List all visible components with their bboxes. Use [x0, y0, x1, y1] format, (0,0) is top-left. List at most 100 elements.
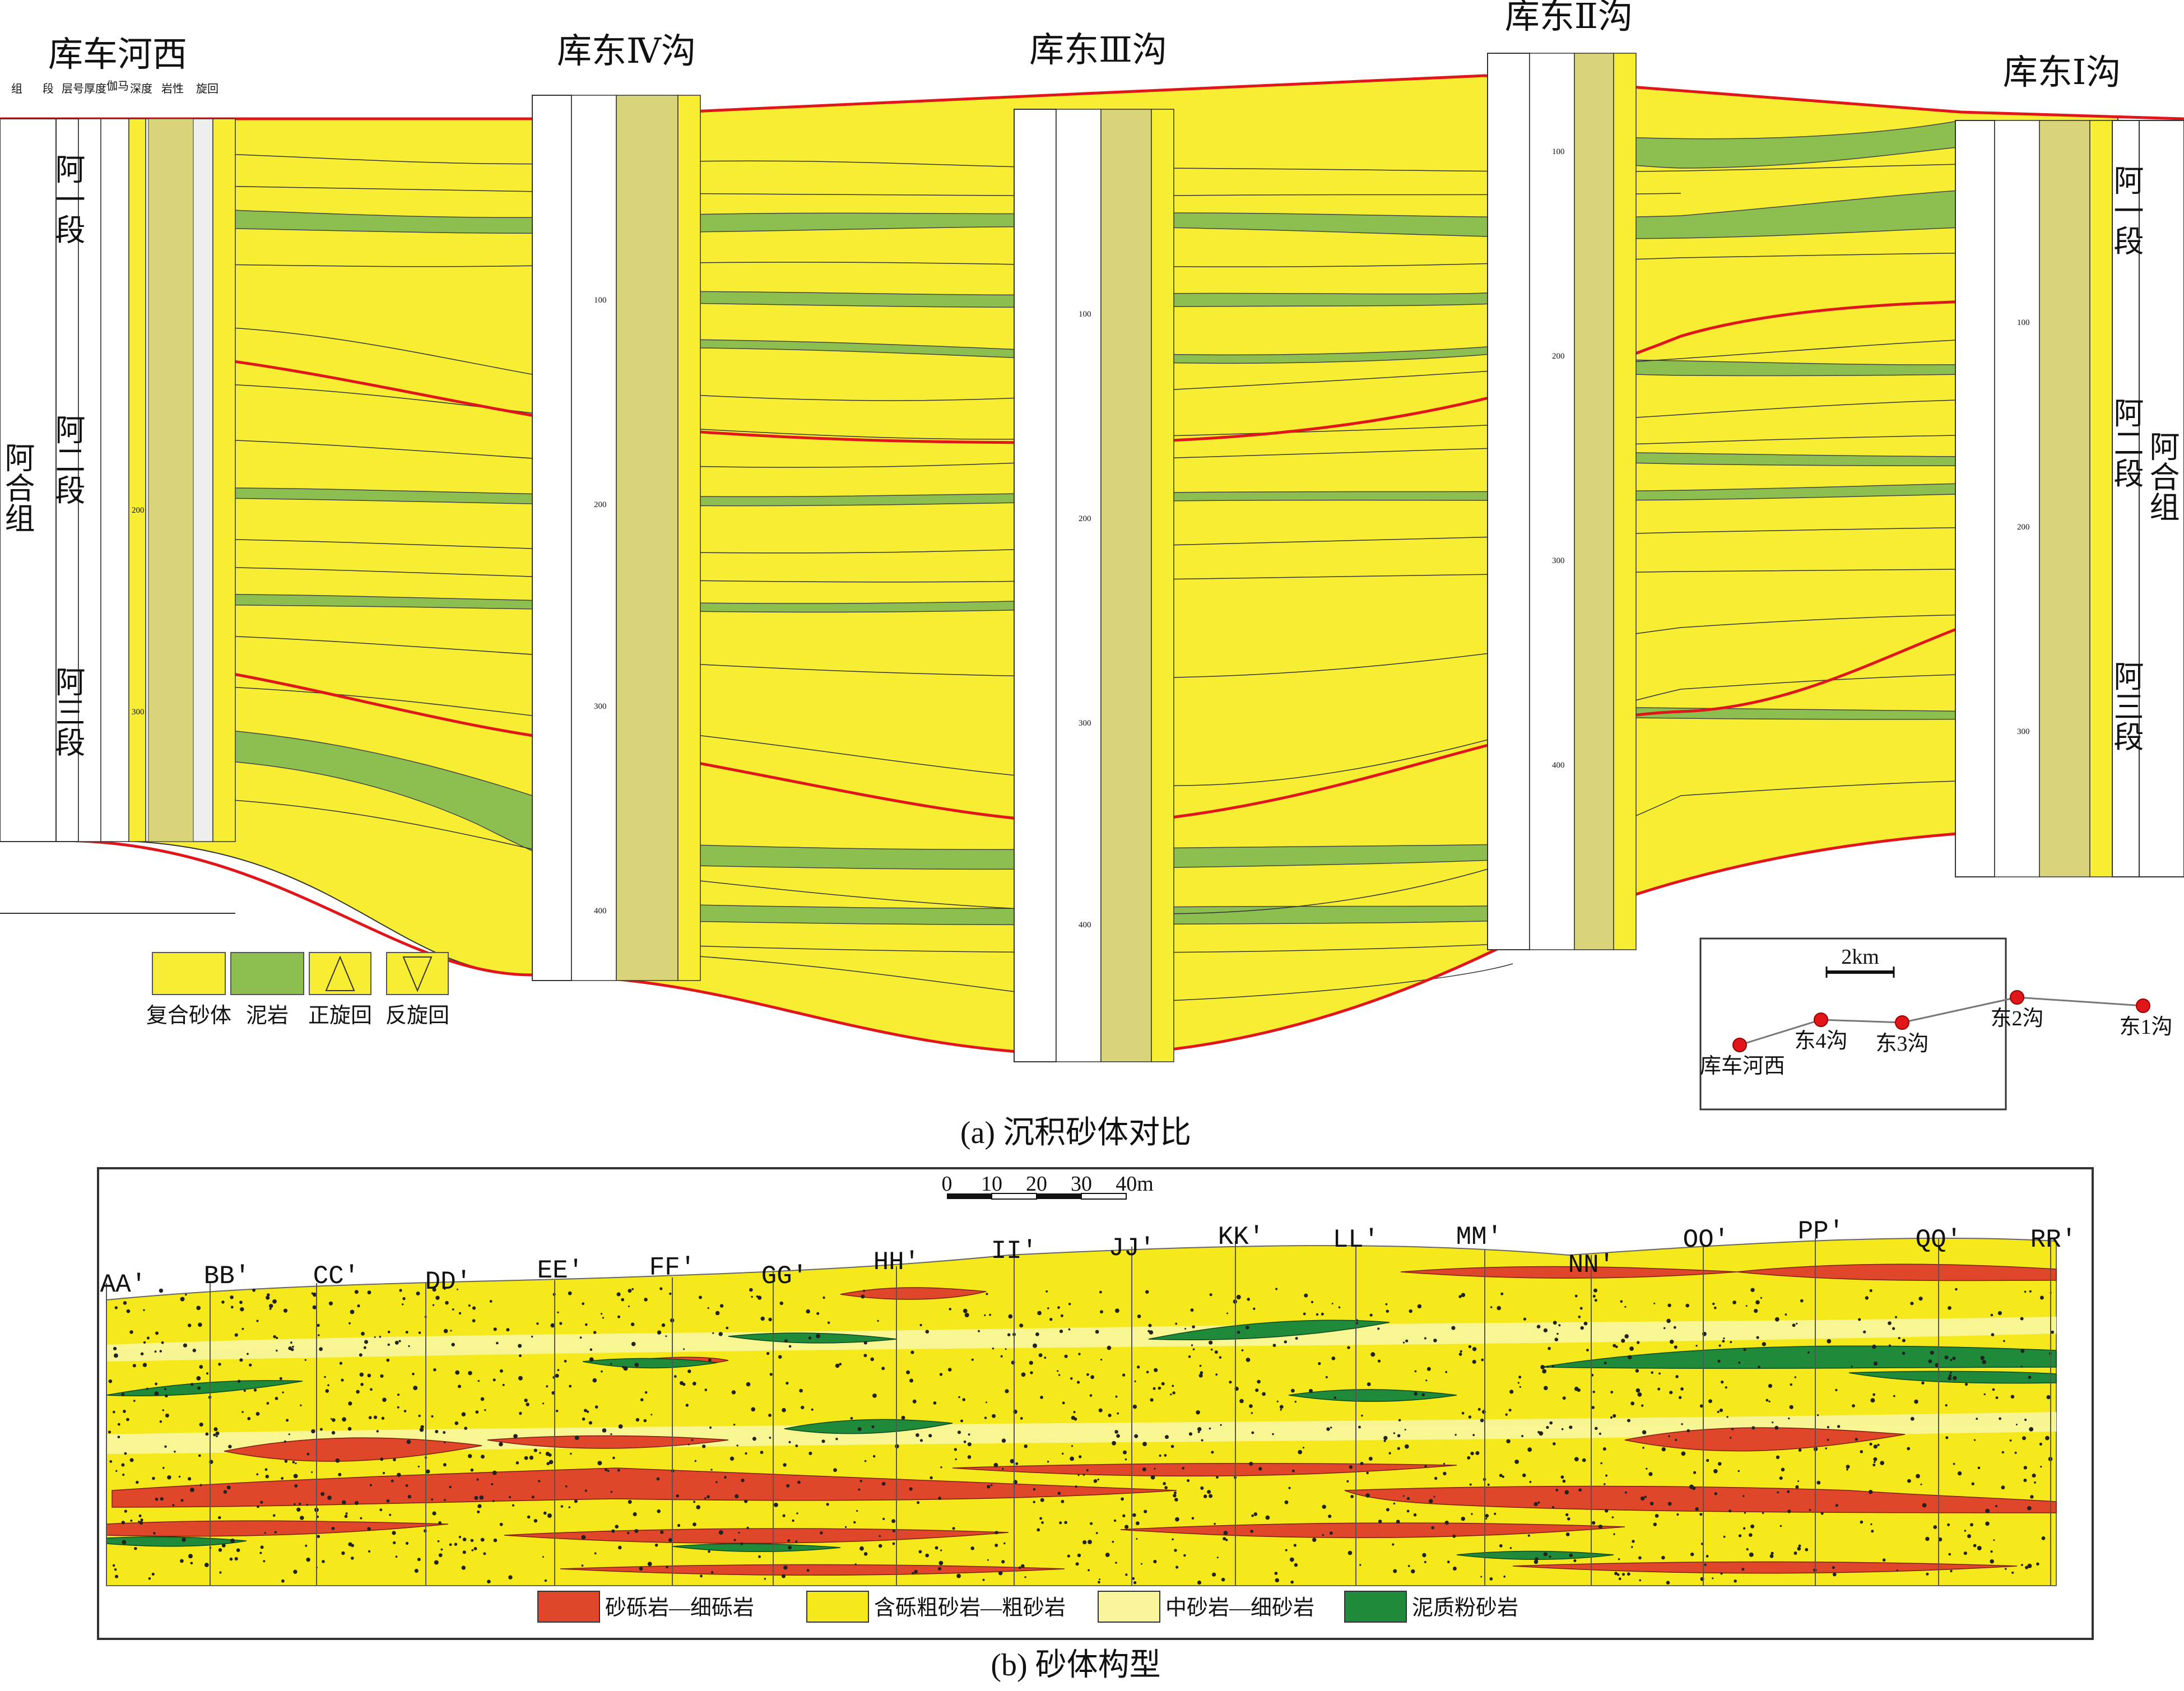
- section-label: DD': [425, 1267, 472, 1297]
- pebble-dot: [1461, 1411, 1465, 1415]
- pebble-dot: [611, 1529, 615, 1533]
- pebble-dot: [1641, 1496, 1645, 1501]
- pebble-dot: [1549, 1421, 1553, 1425]
- pebble-dot: [1262, 1392, 1266, 1396]
- pebble-dot: [1409, 1309, 1412, 1313]
- pebble-dot: [1637, 1392, 1642, 1397]
- pebble-dot: [1386, 1508, 1390, 1512]
- pebble-dot: [1991, 1333, 1995, 1337]
- pebble-dot: [1018, 1566, 1021, 1569]
- pebble-dot: [455, 1370, 460, 1375]
- pebble-dot: [1717, 1410, 1720, 1413]
- pebble-dot: [130, 1520, 133, 1522]
- pebble-dot: [399, 1289, 402, 1292]
- pebble-dot: [536, 1322, 539, 1325]
- pebble-dot: [673, 1375, 677, 1378]
- pebble-dot: [1503, 1575, 1506, 1578]
- pebble-dot: [801, 1405, 805, 1410]
- header-member: 段: [43, 82, 54, 95]
- pebble-dot: [1546, 1365, 1549, 1368]
- well-title: 库东Ⅰ沟: [2003, 54, 2121, 92]
- pebble-dot: [1750, 1288, 1755, 1292]
- pebble-dot: [154, 1350, 157, 1353]
- pebble-dot: [1253, 1512, 1258, 1516]
- pebble-dot: [293, 1503, 296, 1506]
- pebble-dot: [1787, 1509, 1791, 1513]
- pebble-dot: [1798, 1448, 1802, 1452]
- pebble-dot: [165, 1394, 168, 1398]
- pebble-dot: [1001, 1560, 1005, 1564]
- pebble-dot: [1880, 1461, 1884, 1465]
- pebble-dot: [1621, 1339, 1625, 1343]
- pebble-dot: [1288, 1486, 1291, 1489]
- pebble-dot: [1079, 1455, 1082, 1458]
- pebble-dot: [1990, 1550, 1993, 1553]
- pebble-dot: [1107, 1345, 1112, 1350]
- pebble-dot: [276, 1336, 278, 1339]
- pebble-dot: [1695, 1345, 1698, 1347]
- pebble-dot: [282, 1391, 284, 1393]
- pebble-dot: [1685, 1303, 1689, 1308]
- pebble-dot: [1930, 1350, 1934, 1355]
- pebble-dot: [328, 1301, 333, 1306]
- pebble-dot: [1527, 1447, 1532, 1452]
- pebble-dot: [348, 1401, 352, 1406]
- pebble-dot: [443, 1463, 447, 1467]
- member-label-a2: 阿二段: [50, 414, 85, 505]
- pebble-dot: [1404, 1429, 1406, 1431]
- pebble-dot: [185, 1294, 187, 1296]
- pebble-dot: [341, 1378, 344, 1382]
- pebble-dot: [1481, 1358, 1484, 1362]
- pebble-dot: [533, 1448, 537, 1452]
- pebble-dot: [2020, 1365, 2023, 1368]
- pebble-dot: [370, 1388, 373, 1391]
- pebble-dot: [1860, 1520, 1864, 1524]
- pebble-dot: [180, 1297, 185, 1302]
- pebble-dot: [1846, 1469, 1848, 1471]
- pebble-dot: [538, 1480, 541, 1483]
- gravel-lens: [106, 1520, 449, 1537]
- pebble-dot: [1544, 1386, 1548, 1391]
- pebble-dot: [1745, 1305, 1748, 1307]
- pebble-dot: [853, 1521, 856, 1524]
- pebble-dot: [909, 1487, 913, 1491]
- pebble-dot: [751, 1407, 755, 1412]
- pebble-dot: [129, 1330, 133, 1334]
- pebble-dot: [808, 1451, 812, 1455]
- pebble-dot: [338, 1472, 342, 1476]
- pebble-dot: [188, 1554, 193, 1559]
- lithology-log: [1100, 109, 1152, 1062]
- pebble-dot: [1003, 1542, 1006, 1545]
- pebble-dot: [1061, 1499, 1065, 1503]
- pebble-dot: [519, 1411, 522, 1415]
- pebble-dot: [1251, 1514, 1254, 1517]
- pebble-dot: [1921, 1381, 1925, 1385]
- pebble-dot: [618, 1424, 623, 1429]
- pebble-dot: [1359, 1564, 1361, 1566]
- pebble-dot: [1276, 1400, 1279, 1402]
- section-label: PP': [1798, 1217, 1844, 1246]
- pebble-dot: [1136, 1538, 1138, 1540]
- pebble-dot: [531, 1495, 535, 1499]
- pebble-dot: [457, 1288, 458, 1290]
- pebble-dot: [121, 1521, 125, 1525]
- pebble-dot: [407, 1495, 412, 1499]
- pebble-dot: [1578, 1316, 1581, 1318]
- pebble-dot: [539, 1452, 541, 1454]
- pebble-dot: [402, 1297, 406, 1300]
- layer-column: [1955, 120, 1995, 877]
- pebble-dot: [1417, 1304, 1422, 1309]
- pebble-dot: [471, 1549, 474, 1551]
- pebble-dot: [502, 1383, 505, 1386]
- pebble-dot: [398, 1340, 401, 1342]
- pebble-dot: [1721, 1380, 1724, 1384]
- pebble-dot: [256, 1473, 259, 1476]
- pebble-dot: [1144, 1509, 1147, 1513]
- pebble-dot: [1368, 1456, 1373, 1461]
- pebble-dot: [1992, 1388, 1995, 1391]
- pebble-dot: [1199, 1364, 1202, 1367]
- pebble-dot: [1005, 1348, 1007, 1350]
- pebble-dot: [1393, 1569, 1397, 1573]
- depth-tick: 100: [1552, 147, 1565, 156]
- pebble-dot: [1627, 1572, 1630, 1576]
